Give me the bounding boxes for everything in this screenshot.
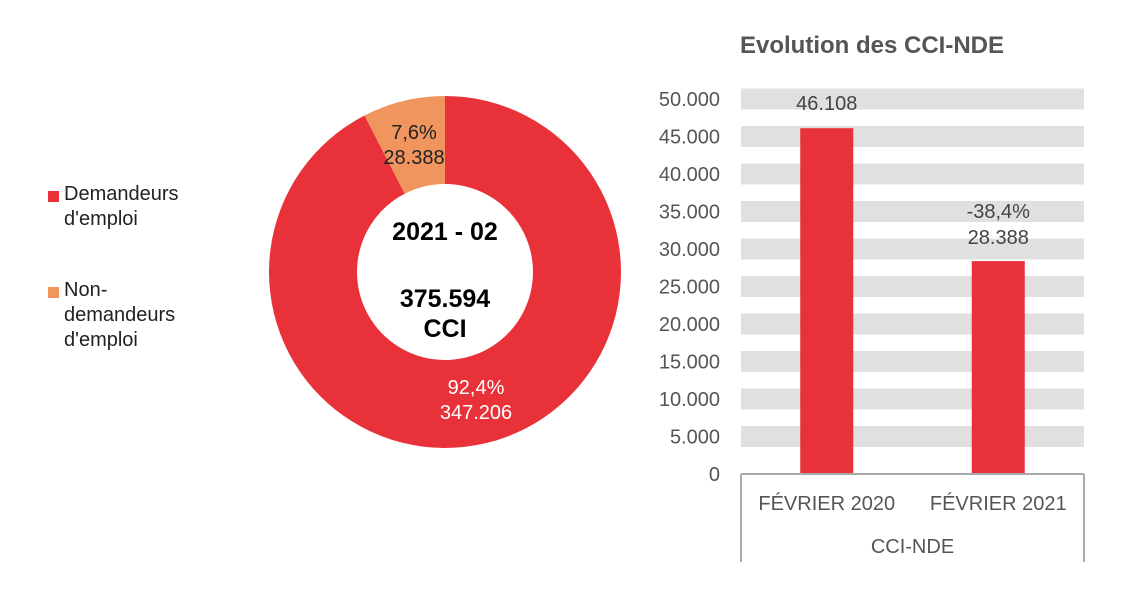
- bar: [800, 128, 854, 474]
- donut-slice-0: [269, 96, 621, 448]
- y-tick-label: 45.000: [659, 127, 720, 149]
- gridband: [741, 276, 1084, 297]
- legend-label-non-demandeurs: Non-demandeurs d'emploi: [64, 279, 176, 351]
- x-group-label: CCI-NDE: [871, 536, 954, 558]
- slice-label-non-demandeurs-pct: 7,6%: [391, 122, 437, 144]
- gridband: [741, 351, 1084, 372]
- gridband: [741, 313, 1084, 335]
- gridband: [741, 388, 1084, 410]
- slice-label-non-demandeurs-value: 28.388: [383, 147, 445, 169]
- y-tick-label: 20.000: [659, 314, 720, 336]
- donut-slice-1: [364, 96, 445, 194]
- donut-center-period: 2021 - 02: [392, 218, 498, 246]
- y-tick-label: 10.000: [659, 389, 720, 411]
- bar-data-label: 28.388: [968, 227, 1029, 249]
- legend-label-demandeurs: Demandeurs d'emploi: [64, 183, 179, 230]
- y-tick-label: 15.000: [659, 352, 720, 374]
- legend-swatch-non-demandeurs: [48, 287, 59, 298]
- slice-label-demandeurs-value: 347.206: [439, 402, 513, 424]
- y-tick-label: 40.000: [659, 164, 720, 186]
- x-category-label: FÉVRIER 2020: [758, 492, 895, 515]
- gridband: [741, 238, 1084, 260]
- y-tick-label: 30.000: [659, 239, 720, 261]
- y-tick-label: 35.000: [659, 202, 720, 224]
- legend-swatch-demandeurs: [48, 191, 59, 202]
- x-category-label: FÉVRIER 2021: [930, 492, 1067, 515]
- change-label: -38,4%: [967, 201, 1031, 223]
- gridband: [741, 201, 1084, 222]
- bar: [971, 261, 1025, 474]
- bar-chart-title: Evolution des CCI-NDE: [739, 32, 1004, 59]
- y-tick-label: 5.000: [670, 427, 720, 449]
- gridband: [741, 88, 1084, 110]
- y-tick-label: 50.000: [659, 89, 720, 111]
- donut-center-unit: CCI: [423, 315, 467, 343]
- gridband: [741, 426, 1084, 447]
- gridband: [741, 163, 1084, 185]
- donut-center-total: 375.594: [399, 285, 491, 313]
- slice-label-demandeurs-pct: 92,4%: [447, 377, 505, 399]
- bar-data-label: 46.108: [796, 93, 857, 115]
- y-tick-label: 0: [709, 464, 720, 486]
- gridband: [741, 126, 1084, 147]
- y-tick-label: 25.000: [659, 277, 720, 299]
